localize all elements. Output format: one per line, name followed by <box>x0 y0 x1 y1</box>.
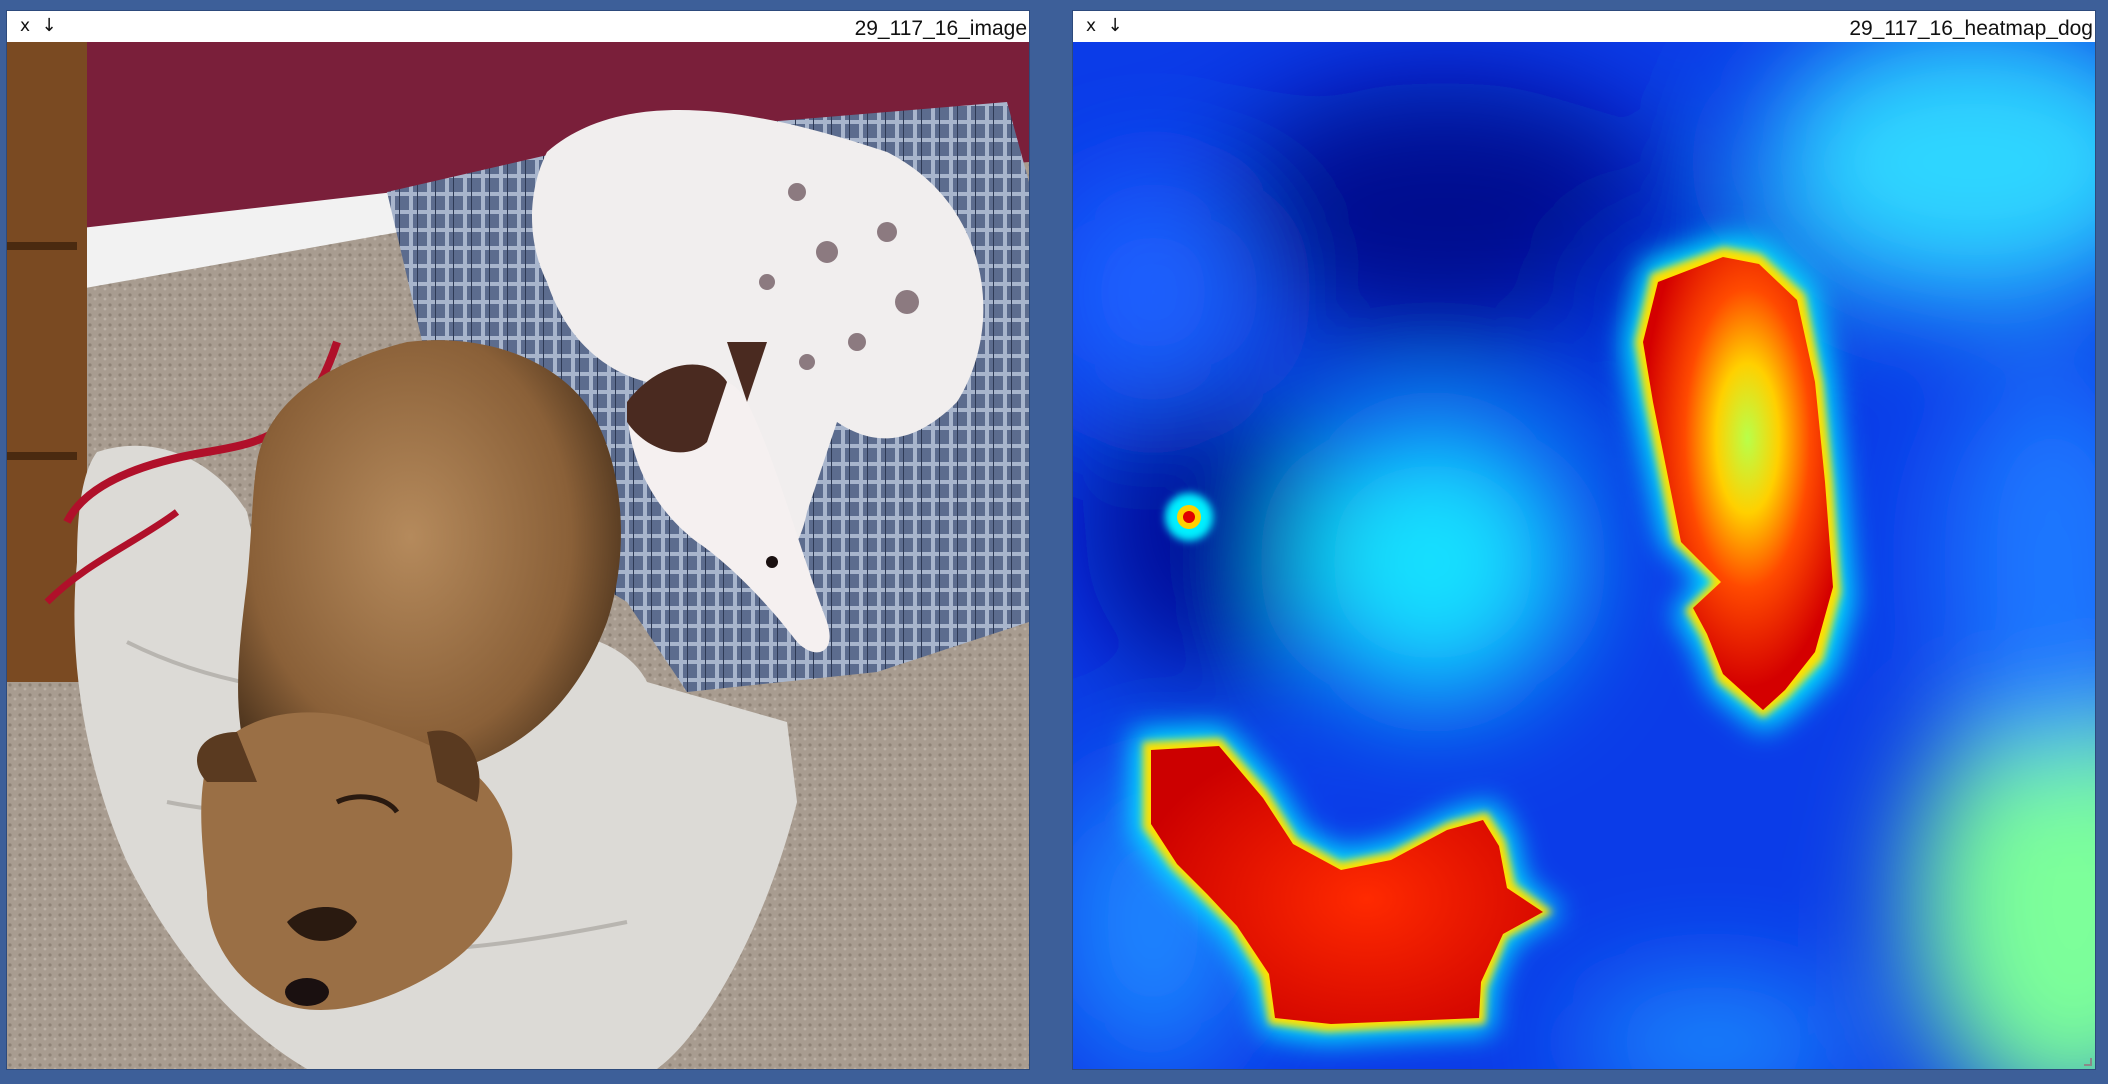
image-window-titlebar[interactable]: x ↓ 29_117_16_image <box>7 11 1029 42</box>
close-button[interactable]: x <box>1085 16 1097 36</box>
download-button[interactable]: ↓ <box>1107 15 1123 36</box>
image-window[interactable]: x ↓ 29_117_16_image <box>6 10 1030 1070</box>
download-button[interactable]: ↓ <box>41 15 57 36</box>
heatmap-window-titlebar[interactable]: x ↓ 29_117_16_heatmap_dog <box>1073 11 2095 42</box>
heatmap-drawing <box>1073 42 2095 1069</box>
dog-photo <box>7 42 1029 1069</box>
resize-handle[interactable] <box>2084 1058 2092 1066</box>
window-title: 29_117_16_image <box>854 17 1027 40</box>
heatmap-window[interactable]: x ↓ 29_117_16_heatmap_dog <box>1072 10 2096 1070</box>
window-title: 29_117_16_heatmap_dog <box>1849 17 2093 40</box>
heatmap-image <box>1073 42 2095 1069</box>
close-button[interactable]: x <box>19 16 31 36</box>
dog-photo-drawing <box>7 42 1029 1069</box>
